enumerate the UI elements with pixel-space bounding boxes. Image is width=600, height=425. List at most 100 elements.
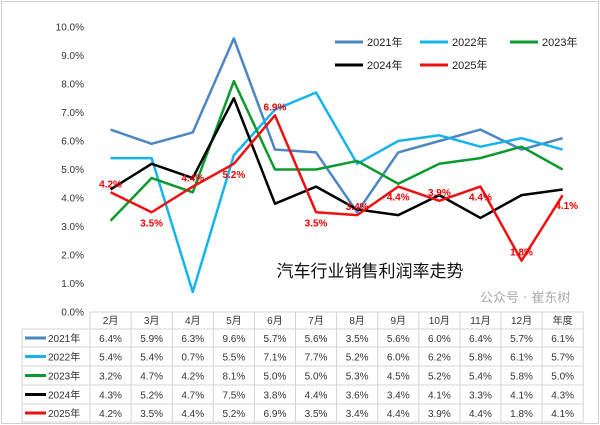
table-cell: 4.1%	[510, 391, 533, 402]
table-cell: 4.3%	[99, 391, 122, 402]
legend-label: 2024年	[367, 58, 402, 72]
data-label: 6.9%	[264, 102, 287, 113]
legend-label: 2025年	[452, 58, 487, 72]
table-cell: 5.6%	[305, 334, 328, 345]
x-tick-label: 7月	[308, 315, 324, 327]
x-tick-label: 9月	[390, 315, 406, 327]
table-cell: 5.3%	[346, 372, 369, 383]
table-cell: 5.0%	[551, 372, 574, 383]
table-cell: 6.1%	[551, 334, 574, 345]
table-cell: 7.7%	[305, 353, 328, 364]
table-cell: 4.7%	[140, 372, 163, 383]
table-cell: 3.9%	[428, 409, 451, 420]
table-cell: 6.2%	[428, 353, 451, 364]
table-cell: 4.7%	[181, 391, 204, 402]
data-label: 5.2%	[222, 170, 245, 181]
table-series-name: 2024年	[48, 389, 80, 402]
data-label: 4.4%	[469, 193, 492, 204]
table-cell: 3.4%	[387, 391, 410, 402]
table-cell: 5.0%	[264, 372, 287, 383]
table-series-name: 2021年	[48, 332, 80, 345]
x-tick-label: 8月	[349, 315, 365, 327]
table-cell: 6.9%	[264, 409, 287, 420]
x-tick-label: 5月	[226, 315, 242, 327]
table-cell: 0.7%	[181, 353, 204, 364]
y-tick-label: 0.0%	[61, 308, 84, 319]
legend-label: 2021年	[367, 35, 402, 49]
watermark: 公众号 · 崔东树	[480, 290, 570, 306]
x-tick-label: 年度	[553, 314, 573, 327]
table-cell: 5.7%	[551, 353, 574, 364]
table-cell: 6.1%	[510, 353, 533, 364]
y-tick-label: 1.0%	[61, 279, 84, 290]
table-cell: 4.1%	[551, 409, 574, 420]
table-cell: 3.5%	[346, 334, 369, 345]
table-cell: 4.4%	[469, 409, 492, 420]
x-tick-label: 6月	[267, 315, 283, 327]
data-label: 3.9%	[428, 188, 451, 199]
table-cell: 5.8%	[469, 353, 492, 364]
table-cell: 5.7%	[264, 334, 287, 345]
data-label: 1.8%	[510, 248, 533, 259]
table-cell: 7.1%	[264, 353, 287, 364]
table-cell: 4.3%	[551, 391, 574, 402]
table-cell: 5.2%	[346, 353, 369, 364]
table-cell: 5.4%	[469, 372, 492, 383]
table-cell: 6.4%	[99, 334, 122, 345]
table-cell: 6.0%	[428, 334, 451, 345]
table-cell: 9.6%	[222, 334, 245, 345]
table-cell: 7.5%	[222, 391, 245, 402]
y-tick-label: 6.0%	[61, 137, 84, 148]
series-line-2023年	[109, 79, 564, 222]
table-cell: 4.5%	[387, 372, 410, 383]
y-tick-label: 7.0%	[61, 108, 84, 119]
table-cell: 3.4%	[346, 409, 369, 420]
table-cell: 5.4%	[99, 353, 122, 364]
legend-label: 2022年	[452, 35, 487, 49]
series-line-2024年	[109, 97, 563, 220]
table-cell: 6.0%	[387, 353, 410, 364]
data-label: 3.5%	[305, 218, 328, 229]
table-cell: 4.4%	[305, 391, 328, 402]
table-cell: 5.7%	[510, 334, 533, 345]
x-tick-label: 10月	[429, 315, 450, 327]
table-cell: 4.1%	[428, 391, 451, 402]
table-cell: 4.2%	[99, 409, 122, 420]
y-tick-label: 9.0%	[61, 51, 84, 62]
x-tick-label: 2月	[103, 315, 119, 327]
data-label: 4.1%	[555, 201, 578, 212]
table-cell: 3.3%	[469, 391, 492, 402]
x-tick-label: 11月	[470, 315, 490, 327]
chart-title: 汽车行业销售利润率走势	[277, 262, 464, 282]
series-line-2021年	[110, 37, 563, 214]
table-cell: 3.2%	[99, 372, 122, 383]
y-tick-label: 4.0%	[61, 194, 84, 205]
legend-label: 2023年	[542, 35, 577, 49]
table-cell: 3.6%	[346, 391, 369, 402]
series-line-2022年	[110, 91, 563, 294]
y-tick-label: 2.0%	[61, 251, 84, 262]
table-cell: 5.5%	[222, 353, 245, 364]
table-cell: 5.2%	[222, 409, 245, 420]
table-cell: 5.9%	[140, 334, 163, 345]
table-cell: 6.4%	[469, 334, 492, 345]
y-tick-label: 10.0%	[56, 23, 84, 34]
table-cell: 3.5%	[305, 409, 328, 420]
series-line-2025年	[110, 114, 564, 262]
table-series-name: 2022年	[48, 351, 80, 364]
x-tick-label: 4月	[185, 315, 201, 327]
table-cell: 1.8%	[510, 409, 533, 420]
data-label: 4.4%	[387, 193, 410, 204]
table-cell: 5.8%	[510, 372, 533, 383]
table-cell: 5.2%	[140, 391, 163, 402]
table-series-name: 2025年	[48, 407, 80, 420]
data-label: 4.4%	[181, 174, 204, 185]
table-cell: 5.4%	[140, 353, 163, 364]
table-cell: 6.3%	[181, 334, 204, 345]
y-tick-label: 3.0%	[61, 222, 84, 233]
table-cell: 4.2%	[181, 372, 204, 383]
table-cell: 5.0%	[305, 372, 328, 383]
table-cell: 3.5%	[140, 409, 163, 420]
